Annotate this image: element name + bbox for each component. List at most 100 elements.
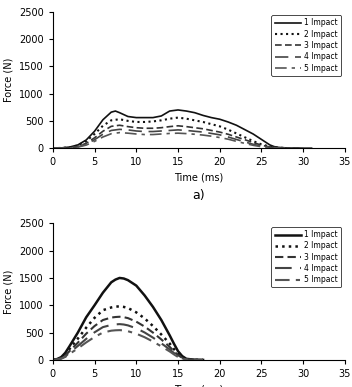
2 Impact xyxy=(51,358,55,362)
4 Impact xyxy=(101,325,105,329)
2 Impact xyxy=(251,139,255,144)
1 Impact xyxy=(201,358,205,362)
3 Impact xyxy=(176,353,180,358)
1 Impact xyxy=(59,146,63,150)
1 Impact xyxy=(134,283,138,288)
1 Impact xyxy=(67,344,71,349)
1 Impact xyxy=(259,137,264,142)
1 Impact xyxy=(126,278,130,283)
3 Impact xyxy=(159,337,163,342)
4 Impact xyxy=(113,322,118,327)
2 Impact xyxy=(243,135,247,140)
2 Impact xyxy=(101,123,105,128)
3 Impact xyxy=(180,356,184,360)
3 Impact xyxy=(67,349,71,353)
2 Impact xyxy=(59,355,63,360)
2 Impact xyxy=(76,143,80,148)
3 Impact xyxy=(259,143,264,147)
3 Impact xyxy=(122,315,126,320)
Line: 2 Impact: 2 Impact xyxy=(53,118,303,148)
2 Impact xyxy=(84,139,88,144)
3 Impact xyxy=(168,344,172,349)
1 Impact xyxy=(84,138,88,142)
5 Impact xyxy=(109,328,113,333)
1 Impact xyxy=(109,110,113,115)
4 Impact xyxy=(55,357,59,362)
4 Impact xyxy=(159,128,163,133)
Line: 1 Impact: 1 Impact xyxy=(53,110,312,148)
1 Impact xyxy=(51,358,55,362)
2 Impact xyxy=(118,304,122,309)
5 Impact xyxy=(184,357,188,362)
1 Impact xyxy=(143,115,147,120)
3 Impact xyxy=(109,315,113,320)
5 Impact xyxy=(151,132,155,137)
4 Impact xyxy=(84,142,88,147)
2 Impact xyxy=(151,119,155,124)
2 Impact xyxy=(268,144,272,149)
2 Impact xyxy=(109,305,113,310)
5 Impact xyxy=(218,135,222,140)
1 Impact xyxy=(272,144,276,149)
5 Impact xyxy=(67,146,71,150)
4 Impact xyxy=(109,323,113,327)
3 Impact xyxy=(134,319,138,324)
1 Impact xyxy=(209,115,214,120)
Line: 5 Impact: 5 Impact xyxy=(53,133,303,148)
1 Impact xyxy=(59,355,63,360)
2 Impact xyxy=(159,332,163,337)
4 Impact xyxy=(67,146,71,150)
4 Impact xyxy=(201,130,205,134)
2 Impact xyxy=(218,124,222,128)
4 Impact xyxy=(243,140,247,144)
2 Impact xyxy=(84,325,88,330)
5 Impact xyxy=(234,139,239,144)
1 Impact xyxy=(84,315,88,320)
1 Impact xyxy=(168,333,172,337)
3 Impact xyxy=(51,146,55,151)
1 Impact xyxy=(309,146,314,151)
4 Impact xyxy=(118,127,122,132)
1 Impact xyxy=(151,115,155,120)
4 Impact xyxy=(59,146,63,151)
3 Impact xyxy=(59,146,63,150)
1 Impact xyxy=(63,351,68,355)
3 Impact xyxy=(226,132,230,137)
2 Impact xyxy=(134,120,138,124)
5 Impact xyxy=(301,146,305,151)
3 Impact xyxy=(143,126,147,130)
5 Impact xyxy=(201,358,205,362)
5 Impact xyxy=(118,328,122,332)
3 Impact xyxy=(209,128,214,133)
5 Impact xyxy=(59,146,63,151)
1 Impact xyxy=(184,109,188,113)
4 Impact xyxy=(59,356,63,361)
2 Impact xyxy=(176,351,180,356)
3 Impact xyxy=(284,146,289,151)
4 Impact xyxy=(109,128,113,133)
1 Impact xyxy=(159,318,163,322)
5 Impact xyxy=(268,146,272,150)
1 Impact xyxy=(251,132,255,136)
1 Impact xyxy=(201,113,205,118)
1 Impact xyxy=(93,129,97,134)
3 Impact xyxy=(126,124,130,129)
5 Impact xyxy=(76,346,80,351)
3 Impact xyxy=(201,127,205,131)
1 Impact xyxy=(126,114,130,119)
5 Impact xyxy=(180,356,184,361)
4 Impact xyxy=(101,132,105,137)
3 Impact xyxy=(76,144,80,149)
1 Impact xyxy=(76,142,80,147)
2 Impact xyxy=(59,146,63,150)
5 Impact xyxy=(143,335,147,339)
5 Impact xyxy=(55,357,59,362)
4 Impact xyxy=(134,326,138,330)
5 Impact xyxy=(243,141,247,146)
5 Impact xyxy=(184,131,188,136)
2 Impact xyxy=(93,315,97,320)
1 Impact xyxy=(172,341,176,346)
4 Impact xyxy=(193,129,197,134)
X-axis label: Time (ms): Time (ms) xyxy=(174,385,224,387)
4 Impact xyxy=(76,144,80,149)
